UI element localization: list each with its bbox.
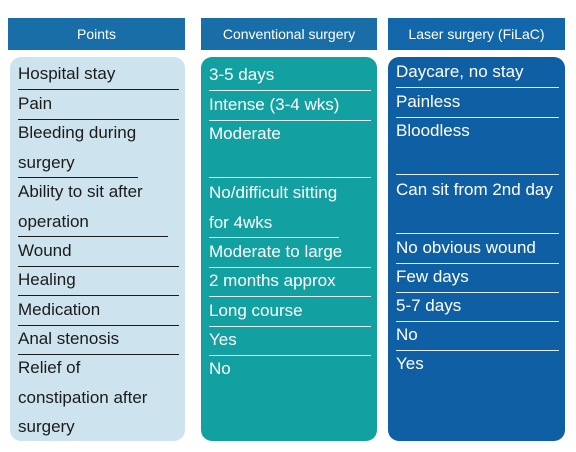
conventional-cell: Moderate bbox=[209, 124, 281, 143]
header-laser-surgery: Laser surgery (FiLaC) bbox=[388, 18, 565, 50]
conventional-row: Intense (3-4 wks) bbox=[209, 90, 371, 121]
points-row: Relief of constipation after surgery bbox=[18, 353, 168, 442]
laser-row: Can sit from 2nd day bbox=[396, 175, 559, 234]
laser-row: Bloodless bbox=[396, 116, 559, 175]
conventional-row: 2 months approx bbox=[209, 266, 371, 297]
laser-cell: Bloodless bbox=[396, 121, 470, 140]
points-cell: Wound bbox=[18, 241, 72, 260]
points-row: Pain bbox=[18, 89, 179, 120]
laser-cell: Can sit from 2nd day bbox=[396, 180, 553, 199]
conventional-cell: 2 months approx bbox=[209, 271, 336, 290]
conventional-row: Moderate bbox=[209, 119, 371, 178]
conventional-row: No bbox=[209, 354, 371, 384]
header-laser-label: Laser surgery (FiLaC) bbox=[408, 26, 545, 42]
points-cell: Anal stenosis bbox=[18, 329, 120, 348]
conventional-cell: Moderate to large bbox=[209, 242, 343, 261]
points-row: Hospital stay bbox=[18, 59, 179, 90]
points-cell: Ability to sit after operation bbox=[18, 182, 143, 231]
points-cell: Healing bbox=[18, 270, 76, 289]
laser-row: Daycare, no stay bbox=[396, 57, 559, 88]
conventional-row: Long course bbox=[209, 296, 371, 327]
conventional-cell: Yes bbox=[209, 330, 237, 349]
laser-row: Painless bbox=[396, 87, 559, 118]
laser-cell: No obvious wound bbox=[396, 238, 536, 257]
points-column: Hospital stay Pain Bleeding during surge… bbox=[10, 57, 185, 441]
laser-cell: No bbox=[396, 325, 418, 344]
conventional-cell: No/difficult sitting for 4wks bbox=[209, 183, 338, 232]
conventional-cell: Intense (3-4 wks) bbox=[209, 95, 340, 114]
points-cell: Relief of constipation after surgery bbox=[18, 358, 148, 436]
laser-cell: 5-7 days bbox=[396, 296, 462, 315]
conventional-row: No/difficult sitting for 4wks bbox=[209, 178, 339, 238]
laser-column: Daycare, no stay Painless Bloodless Can … bbox=[388, 57, 565, 441]
laser-cell: Yes bbox=[396, 354, 424, 373]
laser-cell: Few days bbox=[396, 267, 469, 286]
header-conventional-label: Conventional surgery bbox=[222, 26, 356, 42]
conventional-cell: No bbox=[209, 359, 231, 378]
points-row: Bleeding during surgery bbox=[18, 118, 138, 178]
laser-row: No obvious wound bbox=[396, 233, 559, 264]
laser-row: Yes bbox=[396, 349, 559, 379]
conventional-row: Moderate to large bbox=[209, 237, 371, 268]
points-row: Ability to sit after operation bbox=[18, 177, 168, 237]
points-row: Wound bbox=[18, 236, 179, 267]
points-cell: Medication bbox=[18, 300, 101, 319]
points-cell: Bleeding during surgery bbox=[18, 123, 137, 172]
points-row: Medication bbox=[18, 295, 179, 326]
points-cell: Pain bbox=[18, 94, 53, 113]
conventional-cell: Long course bbox=[209, 301, 303, 320]
points-row: Healing bbox=[18, 265, 179, 296]
laser-cell: Painless bbox=[396, 92, 461, 111]
laser-row: 5-7 days bbox=[396, 291, 559, 322]
header-points: Points bbox=[8, 18, 185, 50]
points-row: Anal stenosis bbox=[18, 324, 179, 355]
laser-row: No bbox=[396, 320, 559, 351]
points-cell: Hospital stay bbox=[18, 64, 116, 83]
conventional-row: Yes bbox=[209, 325, 371, 356]
laser-cell: Daycare, no stay bbox=[396, 62, 524, 81]
laser-row: Few days bbox=[396, 262, 559, 293]
conventional-column: 3-5 days Intense (3-4 wks) Moderate No/d… bbox=[201, 57, 377, 441]
conventional-row: 3-5 days bbox=[209, 60, 371, 91]
header-conventional-surgery: Conventional surgery bbox=[201, 18, 377, 50]
header-points-label: Points bbox=[77, 26, 116, 42]
conventional-cell: 3-5 days bbox=[209, 65, 275, 84]
